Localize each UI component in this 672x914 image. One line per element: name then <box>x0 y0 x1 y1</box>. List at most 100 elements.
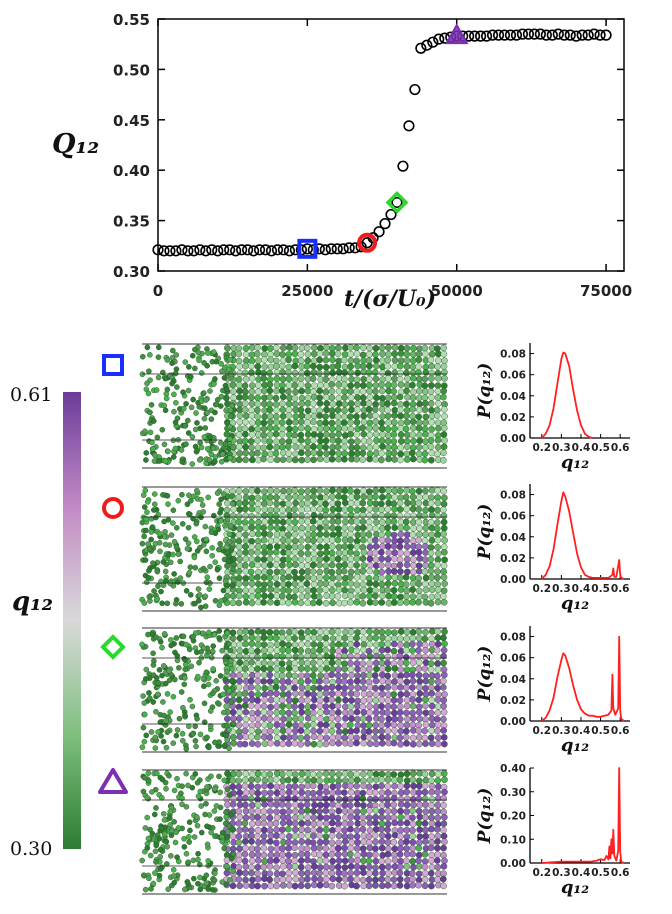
particle <box>379 413 386 420</box>
particle <box>140 693 146 699</box>
particle <box>421 556 429 563</box>
particle <box>365 715 373 723</box>
particle <box>228 812 235 818</box>
particle <box>390 438 398 445</box>
particle <box>384 703 392 710</box>
particle <box>291 400 299 408</box>
particle <box>145 390 152 397</box>
particle <box>143 676 149 682</box>
snapshot-square <box>139 343 448 469</box>
particle <box>347 863 355 870</box>
particle <box>421 850 429 858</box>
particle <box>260 375 268 382</box>
particle <box>178 601 185 607</box>
particle <box>266 863 274 870</box>
particle <box>174 854 180 860</box>
particle <box>328 795 336 802</box>
particle <box>298 574 305 582</box>
particle <box>422 647 429 654</box>
particle <box>335 832 343 840</box>
particle <box>353 350 361 357</box>
particle <box>242 580 249 587</box>
particle <box>298 363 305 370</box>
particle <box>291 832 299 840</box>
particle <box>422 493 430 501</box>
particle <box>260 714 268 722</box>
particle <box>372 599 379 606</box>
main-y-tick-label: 0.50 <box>113 61 150 79</box>
particle <box>166 668 172 674</box>
particle <box>384 505 392 513</box>
particle <box>390 531 398 539</box>
particle <box>347 721 354 729</box>
particle <box>304 550 312 557</box>
particle <box>403 770 411 778</box>
particle <box>248 505 256 513</box>
particle <box>404 715 411 723</box>
particle <box>322 826 330 834</box>
particle <box>340 567 348 575</box>
particle <box>415 549 423 556</box>
dist-x-tick-label: 0.6 <box>611 442 630 454</box>
particle <box>335 789 342 796</box>
particle <box>304 543 312 551</box>
particle <box>139 744 146 750</box>
particle <box>205 675 212 681</box>
particle <box>147 852 154 859</box>
particle <box>335 506 343 513</box>
particle <box>378 581 386 588</box>
particle <box>179 730 186 737</box>
particle <box>304 660 311 667</box>
particle <box>435 425 442 432</box>
particle <box>202 425 209 431</box>
particle <box>161 712 167 719</box>
particle <box>158 825 165 832</box>
particle <box>421 653 429 661</box>
particle <box>297 727 305 734</box>
particle <box>273 665 281 673</box>
particle <box>322 629 330 636</box>
particle <box>205 886 211 892</box>
particle <box>391 672 399 679</box>
particle <box>226 792 233 798</box>
particle <box>212 458 218 465</box>
particle <box>190 633 197 640</box>
particle <box>415 634 423 642</box>
particle <box>409 381 416 389</box>
particle <box>157 548 163 555</box>
particle <box>242 494 250 501</box>
particle <box>396 652 404 660</box>
dist-y-tick-label: 0.02 <box>500 412 526 424</box>
particle <box>273 709 281 716</box>
particle <box>304 826 311 834</box>
particle <box>298 783 305 791</box>
particle <box>242 876 249 884</box>
particle <box>415 653 423 660</box>
particle <box>254 833 261 840</box>
particle <box>334 518 342 525</box>
particle <box>170 693 177 700</box>
particle <box>378 419 385 427</box>
particle <box>335 562 343 569</box>
data-point <box>200 245 212 257</box>
particle <box>191 875 197 882</box>
particle <box>427 844 435 852</box>
particle <box>241 406 249 414</box>
particle <box>434 801 442 809</box>
particle <box>254 506 262 513</box>
particle <box>353 647 360 655</box>
particle <box>390 691 398 698</box>
particle <box>291 425 299 433</box>
particle <box>191 534 198 540</box>
particle <box>261 345 269 352</box>
particle <box>273 350 281 357</box>
particle <box>189 352 196 359</box>
particle <box>347 580 355 587</box>
particle <box>347 357 355 364</box>
particle <box>347 555 355 563</box>
particle <box>390 449 398 457</box>
particle <box>236 882 244 890</box>
particle <box>254 851 262 858</box>
particle <box>266 838 274 845</box>
particle <box>236 418 244 426</box>
